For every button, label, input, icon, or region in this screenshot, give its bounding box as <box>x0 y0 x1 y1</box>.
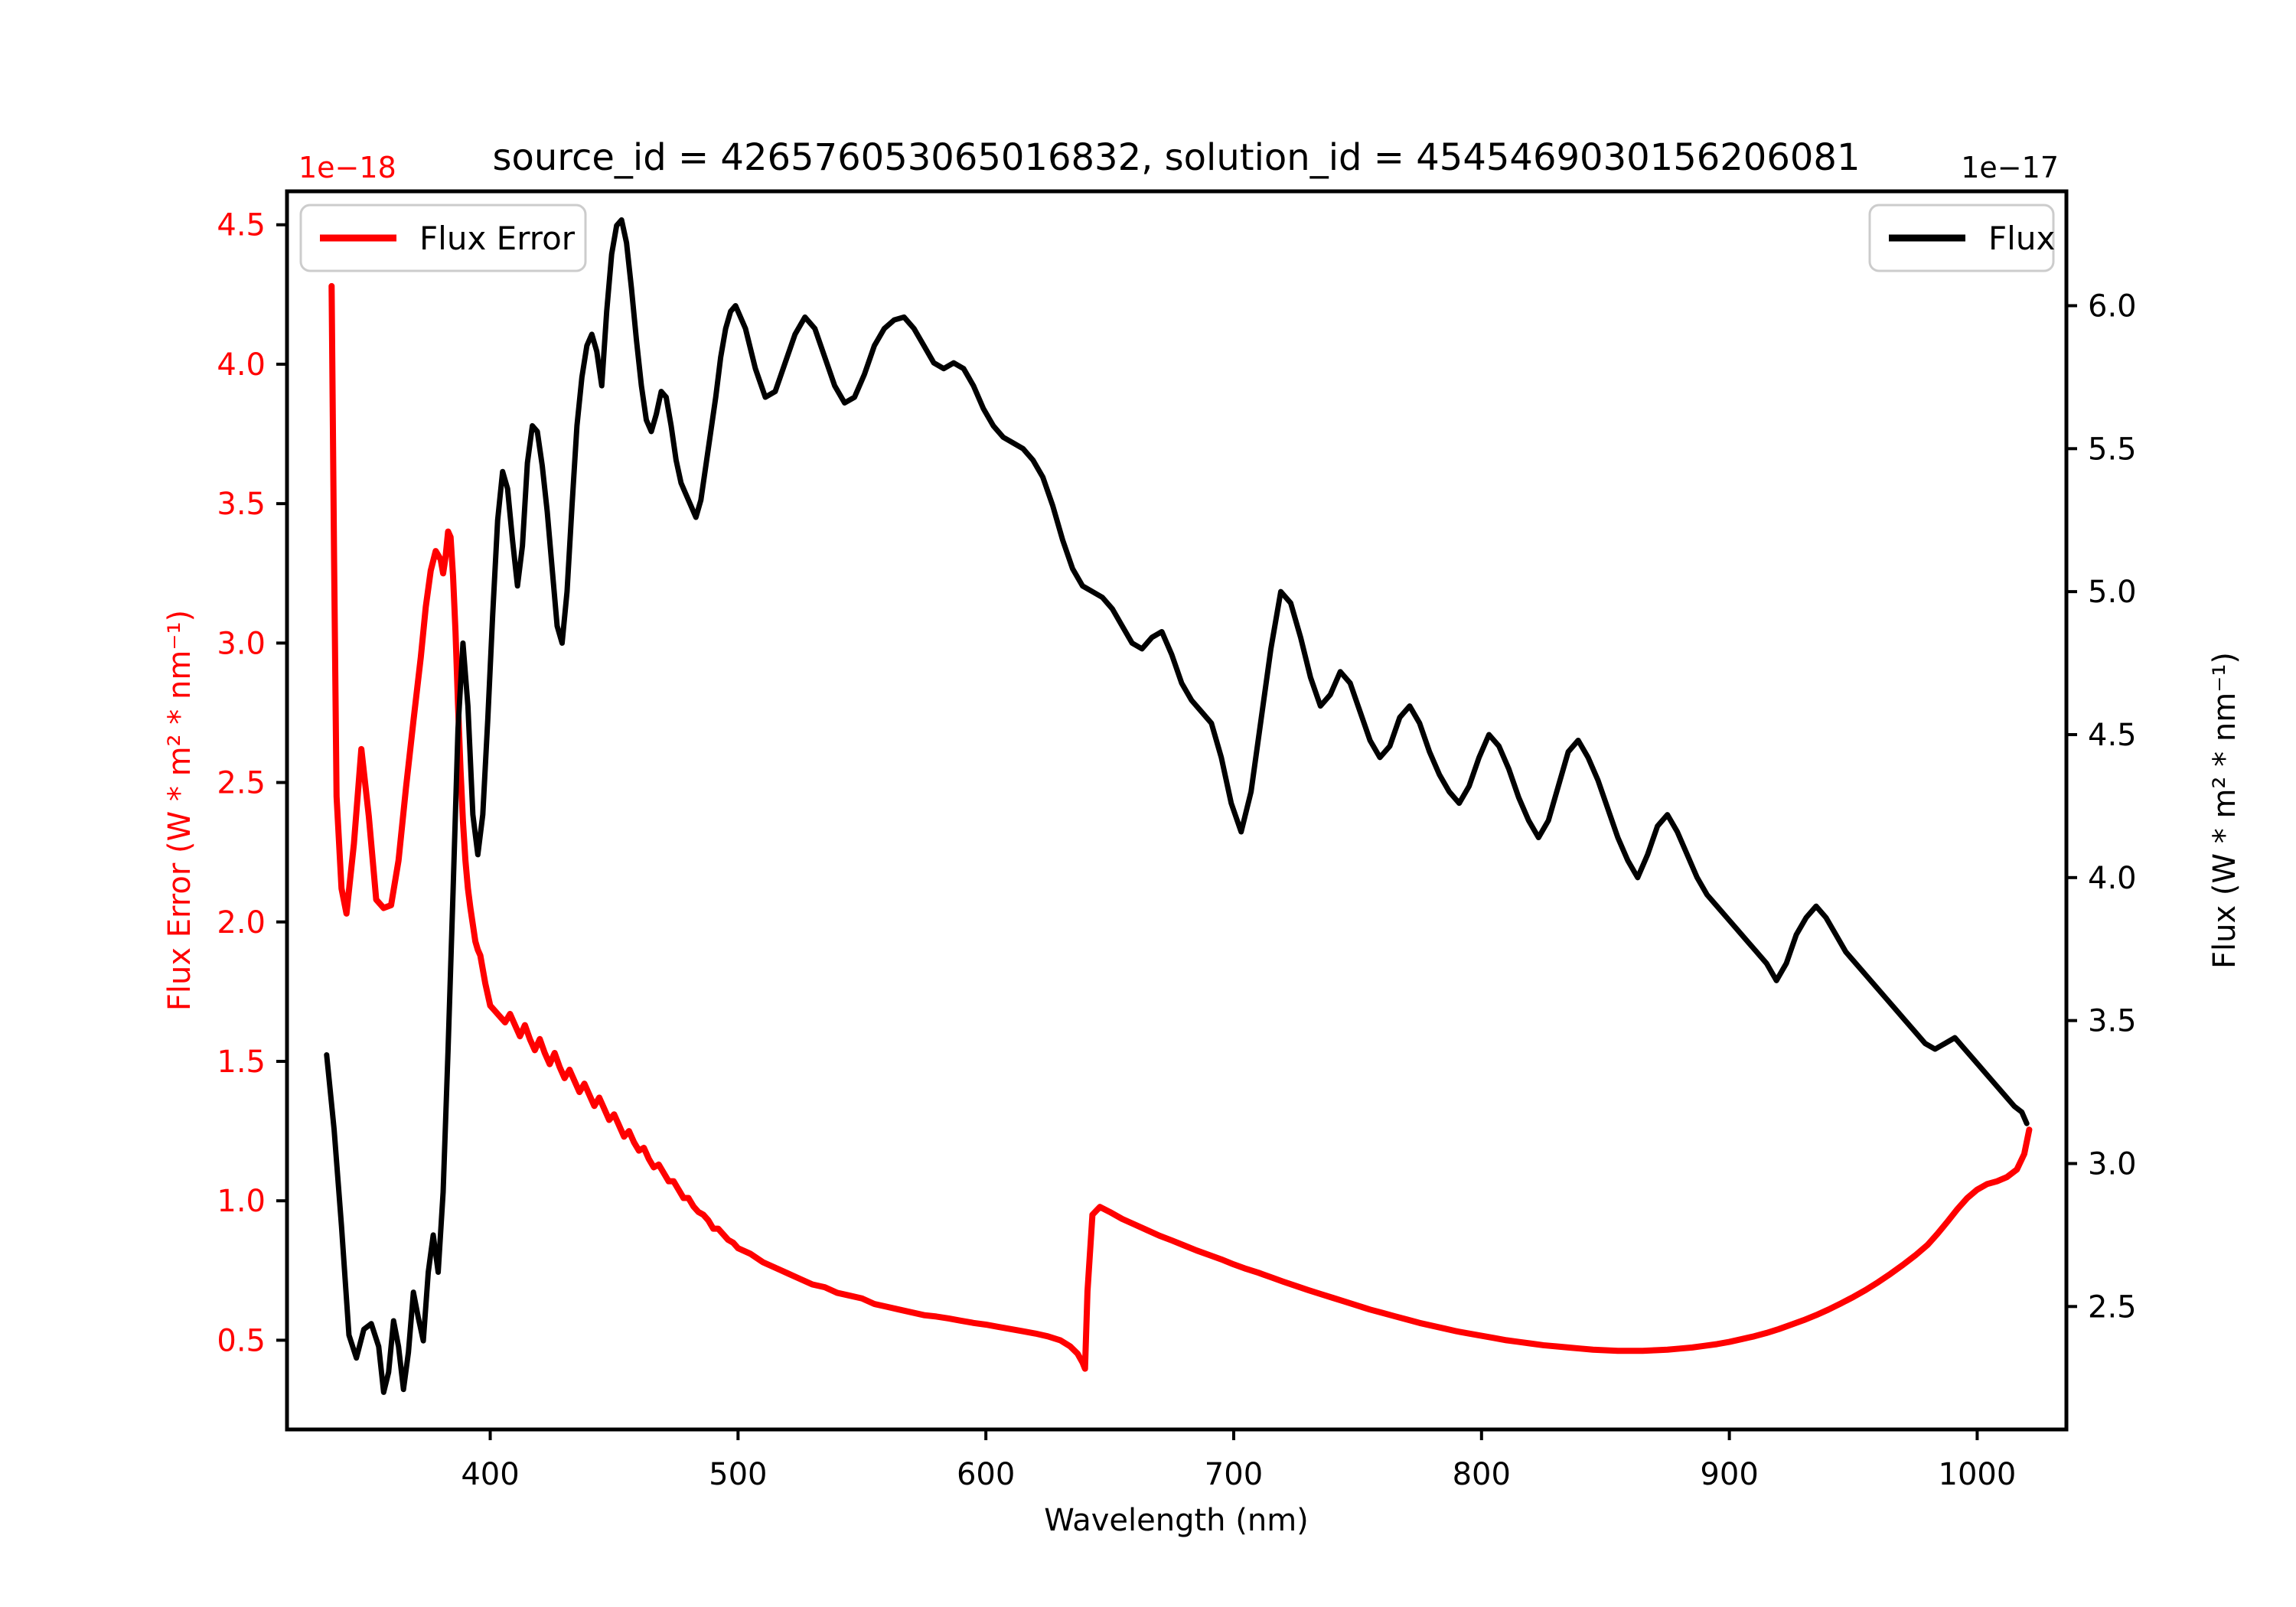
y-left-tick-label: 1.0 <box>217 1184 266 1219</box>
y-left-tick-label: 3.0 <box>217 626 266 661</box>
x-axis-ticks: 400 500 600 700 800 900 1000 <box>461 1429 2016 1492</box>
legend-flux-error[interactable]: Flux Error <box>299 204 587 272</box>
x-tick-label: 800 <box>1453 1457 1511 1492</box>
legend-flux-label: Flux <box>1988 220 2055 257</box>
x-axis-label: Wavelength (nm) <box>1044 1503 1309 1538</box>
y-right-tick-label: 2.5 <box>2088 1289 2137 1325</box>
y-left-offset-text: 1e−18 <box>298 151 396 184</box>
y-left-axis-label: Flux Error (W * m² * nm⁻¹) <box>162 610 197 1011</box>
y-left-tick-label: 4.5 <box>217 208 266 243</box>
y-right-axis-ticks: 2.5 3.0 3.5 4.0 4.5 5.0 5.5 6.0 <box>2066 288 2137 1325</box>
series-line-flux <box>324 217 2030 1395</box>
page-title: source_id = 426576053065016832, solution… <box>492 136 1860 179</box>
x-tick-label: 900 <box>1700 1457 1758 1492</box>
y-left-tick-label: 1.5 <box>217 1045 266 1080</box>
plot-area-background <box>287 191 2066 1429</box>
legend-flux[interactable]: Flux <box>1868 204 2055 272</box>
legend-flux-error-label: Flux Error <box>419 220 576 257</box>
y-left-tick-label: 2.0 <box>217 905 266 940</box>
y-left-axis-ticks: 0.5 1.0 1.5 2.0 2.5 3.0 3.5 4.0 4.5 <box>217 208 287 1358</box>
y-right-tick-label: 4.5 <box>2088 718 2137 753</box>
y-right-tick-label: 3.0 <box>2088 1146 2137 1182</box>
y-left-tick-label: 0.5 <box>217 1323 266 1358</box>
legend-flux-error-box <box>299 204 587 272</box>
x-tick-label: 500 <box>709 1457 767 1492</box>
y-right-tick-label: 6.0 <box>2088 288 2137 324</box>
data-series-group <box>324 217 2033 1395</box>
x-tick-label: 700 <box>1205 1457 1263 1492</box>
y-left-tick-label: 4.0 <box>217 347 266 383</box>
x-tick-label: 1000 <box>1939 1457 2017 1492</box>
y-right-tick-label: 4.0 <box>2088 861 2137 896</box>
x-tick-label: 400 <box>461 1457 519 1492</box>
y-left-tick-label: 2.5 <box>217 766 266 801</box>
series-line-flux-error <box>328 282 2033 1372</box>
y-left-tick-label: 3.5 <box>217 487 266 522</box>
y-right-offset-text: 1e−17 <box>1961 151 2059 184</box>
axes-frame <box>285 189 2069 1432</box>
y-right-tick-label: 5.5 <box>2088 432 2137 467</box>
y-right-axis-label: Flux (W * m² * nm⁻¹) <box>2207 652 2242 969</box>
y-right-tick-label: 3.5 <box>2088 1004 2137 1039</box>
x-tick-label: 600 <box>957 1457 1015 1492</box>
y-right-tick-label: 5.0 <box>2088 575 2137 610</box>
